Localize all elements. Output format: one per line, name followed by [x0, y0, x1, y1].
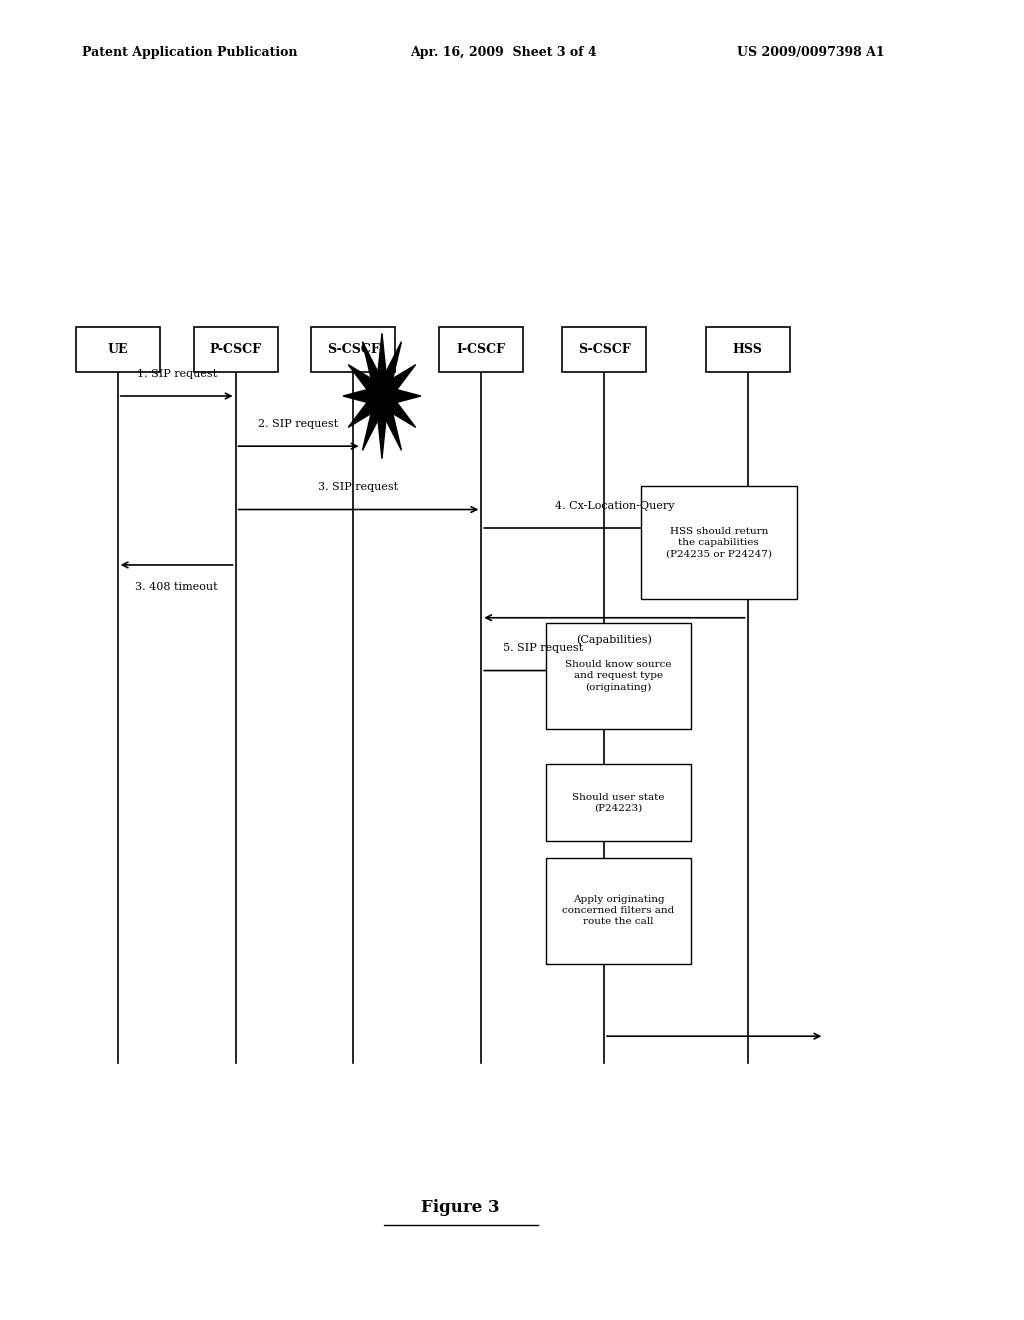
- Text: Apr. 16, 2009  Sheet 3 of 4: Apr. 16, 2009 Sheet 3 of 4: [410, 46, 596, 59]
- Text: Patent Application Publication: Patent Application Publication: [82, 46, 297, 59]
- Text: US 2009/0097398 A1: US 2009/0097398 A1: [737, 46, 885, 59]
- Text: Apply originating
concerned filters and
route the call: Apply originating concerned filters and …: [562, 895, 675, 927]
- FancyBboxPatch shape: [546, 858, 691, 964]
- Text: HSS should return
the capabilities
(P24235 or P24247): HSS should return the capabilities (P242…: [666, 527, 772, 558]
- Text: Should know source
and request type
(originating): Should know source and request type (ori…: [565, 660, 672, 692]
- Text: 1. SIP request: 1. SIP request: [136, 368, 217, 379]
- FancyBboxPatch shape: [706, 327, 790, 372]
- FancyBboxPatch shape: [546, 764, 691, 841]
- Text: S-CSCF: S-CSCF: [327, 343, 380, 356]
- FancyBboxPatch shape: [562, 327, 646, 372]
- Text: P-CSCF: P-CSCF: [210, 343, 261, 356]
- Polygon shape: [343, 334, 421, 459]
- Text: (Capabilities): (Capabilities): [577, 635, 652, 645]
- Text: S-CSCF: S-CSCF: [578, 343, 631, 356]
- Text: I-CSCF: I-CSCF: [457, 343, 506, 356]
- Text: 2. SIP request: 2. SIP request: [258, 418, 339, 429]
- FancyBboxPatch shape: [439, 327, 523, 372]
- Text: 3. SIP request: 3. SIP request: [318, 482, 398, 492]
- Text: UE: UE: [108, 343, 128, 356]
- Text: 4. Cx-Location-Query: 4. Cx-Location-Query: [555, 500, 674, 511]
- Text: Should user state
(P24223): Should user state (P24223): [572, 792, 665, 813]
- Text: 3. 408 timeout: 3. 408 timeout: [135, 582, 218, 593]
- Text: Figure 3: Figure 3: [422, 1200, 500, 1216]
- FancyBboxPatch shape: [311, 327, 395, 372]
- Text: 5. SIP request: 5. SIP request: [503, 643, 583, 653]
- FancyBboxPatch shape: [194, 327, 278, 372]
- FancyBboxPatch shape: [546, 623, 691, 729]
- FancyBboxPatch shape: [641, 486, 797, 599]
- Text: HSS: HSS: [732, 343, 763, 356]
- FancyBboxPatch shape: [76, 327, 160, 372]
